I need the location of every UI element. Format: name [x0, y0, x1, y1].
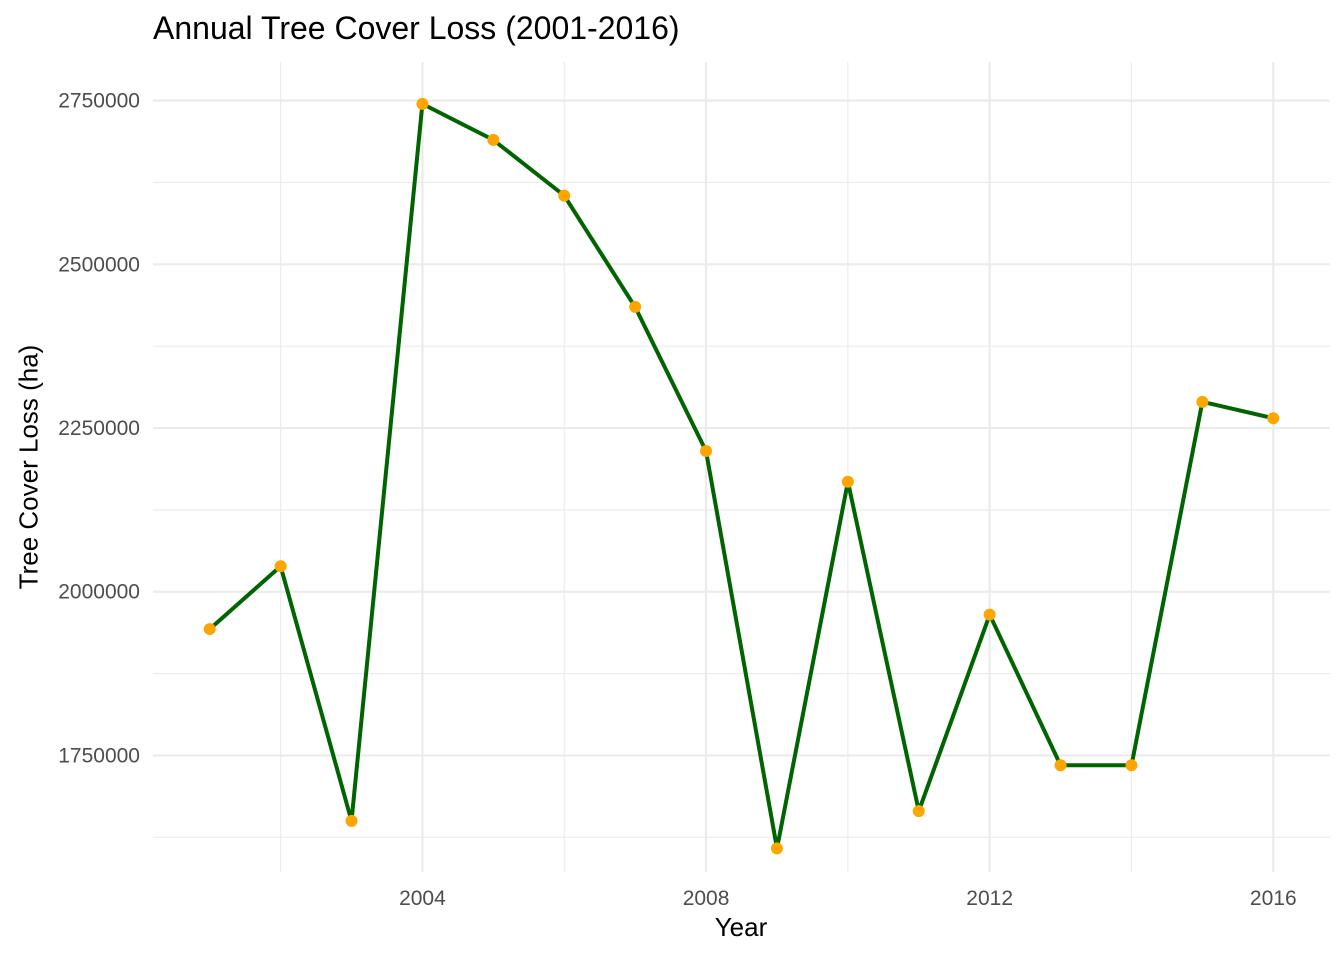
y-tick-label: 2250000: [58, 417, 140, 440]
data-point: [558, 189, 571, 202]
x-tick-label: 2004: [399, 887, 446, 910]
data-point: [1125, 759, 1138, 772]
y-tick-label: 2500000: [58, 253, 140, 276]
y-axis-title: Tree Cover Loss (ha): [13, 344, 44, 590]
x-axis-title: Year: [714, 912, 768, 942]
data-point: [1267, 412, 1280, 425]
data-point: [700, 444, 713, 457]
x-tick-label: 2012: [966, 887, 1013, 910]
data-point: [345, 814, 358, 827]
series-points: [203, 97, 1280, 855]
y-tick-label: 1750000: [58, 744, 140, 767]
data-point: [629, 300, 642, 313]
y-tick-label: 2750000: [58, 90, 140, 113]
x-tick-label: 2016: [1250, 887, 1297, 910]
data-point: [1054, 759, 1067, 772]
data-point: [770, 842, 783, 855]
data-point: [841, 475, 854, 488]
series-lines: [207, 101, 1276, 851]
tick-labels: 2004 2008 2012 2016 1750000 2000000 2250000 250…: [58, 90, 1296, 910]
series-line: [207, 101, 1276, 851]
y-tick-label: 2000000: [58, 581, 140, 604]
x-tick-label: 2008: [683, 887, 730, 910]
data-point: [912, 805, 925, 818]
data-point: [983, 608, 996, 621]
grid-lines: [153, 62, 1330, 872]
data-point: [203, 623, 216, 636]
chart-title: Annual Tree Cover Loss (2001-2016): [153, 10, 680, 46]
data-point: [274, 560, 287, 573]
data-point: [487, 133, 500, 146]
data-point: [416, 97, 429, 110]
data-point: [1196, 395, 1209, 408]
